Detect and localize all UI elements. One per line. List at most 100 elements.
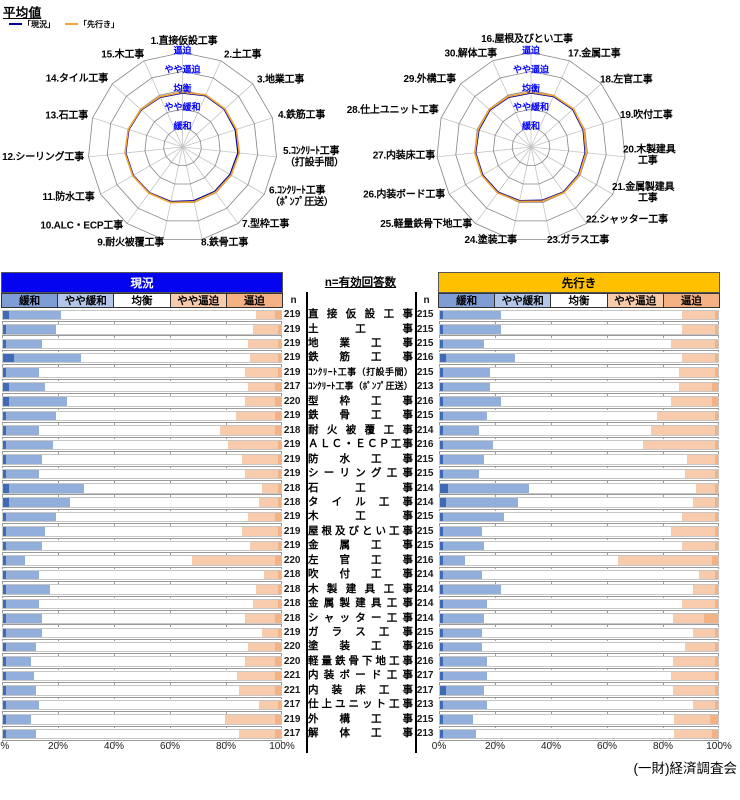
axis-tick <box>439 696 440 700</box>
axis-tick <box>2 508 3 512</box>
bar-segment-4 <box>673 729 713 739</box>
axis-tick <box>114 638 115 642</box>
axis-tick <box>551 364 552 367</box>
axis-tick <box>170 667 171 671</box>
row-axis-line <box>2 696 282 698</box>
row-name: ｺﾝｸﾘｰﾄ工事（打設手間） <box>308 366 413 377</box>
row-axis-line <box>439 537 719 539</box>
bar-row-outlook <box>439 396 719 407</box>
axis-tick <box>607 407 608 411</box>
axis-tick <box>495 682 496 685</box>
axis-tick <box>495 479 496 483</box>
bar-row-current <box>2 656 282 667</box>
bar-segment-1 <box>3 729 6 739</box>
radar-spoke <box>162 146 183 240</box>
row-name: 塗装工事 <box>308 640 413 653</box>
category-cell-5: 逼迫 <box>226 293 284 308</box>
bar-segment-5 <box>712 382 718 392</box>
axis-tick <box>718 378 719 382</box>
axis-tick <box>607 725 608 729</box>
axis-tick <box>58 624 59 628</box>
bar-row-current <box>2 468 282 480</box>
row-name: 吹付工事 <box>308 568 413 581</box>
axis-tick <box>551 465 552 469</box>
axis-tick <box>2 335 3 339</box>
radar-axis-label: 5.ｺﾝｸﾘｰﾄ工事（打設手間） <box>283 144 344 169</box>
bar-segment-4 <box>242 527 279 536</box>
n-header-current: n <box>290 295 297 306</box>
axis-tick <box>607 335 608 339</box>
bar-row-current <box>2 367 282 378</box>
axis-tick <box>58 740 59 743</box>
row-axis-line <box>439 335 719 337</box>
bar-segment-1 <box>440 671 443 681</box>
n-value-current: 219 <box>283 323 301 335</box>
axis-tick <box>226 479 227 483</box>
n-value-current: 218 <box>283 496 301 508</box>
bar-segment-5 <box>278 527 281 536</box>
row-axis-line <box>439 349 719 351</box>
axis-tick <box>551 581 552 584</box>
axis-tick <box>495 740 496 743</box>
axis-tick <box>551 682 552 685</box>
bar-segment-3 <box>501 325 682 334</box>
bar-segment-4 <box>681 353 716 363</box>
radar-spoke <box>182 146 239 224</box>
axis-tick <box>439 624 440 628</box>
radar-ring-label: やや緩和 <box>164 101 200 112</box>
bar-segment-5 <box>275 512 281 522</box>
bar-segment-1 <box>440 628 443 637</box>
radar-spoke <box>88 146 183 158</box>
bar-row-current <box>2 324 282 335</box>
bar-segment-3 <box>41 614 245 623</box>
axis-tick <box>607 436 608 440</box>
axis-tick <box>607 349 608 353</box>
bar-segment-5 <box>278 541 281 551</box>
axis-tick <box>114 566 115 570</box>
axis-tick <box>495 364 496 367</box>
bar-segment-3 <box>55 512 248 522</box>
bar-segment-5 <box>715 339 718 348</box>
bar-segment-1 <box>440 541 443 551</box>
axis-tick <box>170 335 171 339</box>
axis-tick <box>114 711 115 714</box>
axis-tick <box>551 537 552 541</box>
axis-tick <box>718 537 719 541</box>
category-cell-2: やや緩和 <box>58 293 115 308</box>
bar-segment-2 <box>442 599 488 609</box>
row-name: 型枠工事 <box>308 394 413 407</box>
axis-tick <box>281 494 282 497</box>
bar-segment-3 <box>501 310 682 320</box>
axis-tick <box>226 393 227 396</box>
n-value-current: 219 <box>283 511 301 523</box>
axis-tick <box>2 407 3 411</box>
bar-segment-1 <box>440 715 443 724</box>
row-axis-line <box>2 610 282 611</box>
axis-tick <box>2 711 3 714</box>
axis-tick <box>551 451 552 454</box>
bar-segment-2 <box>5 585 51 594</box>
axis-tick <box>663 407 664 411</box>
axis-tick <box>58 653 59 656</box>
bar-segment-1 <box>440 729 443 739</box>
bar-segment-1 <box>3 570 6 580</box>
row-name: シーリング工事 <box>308 467 413 480</box>
bar-segment-2 <box>442 556 465 565</box>
n-value-outlook: 215 <box>416 410 434 422</box>
names-column-divider <box>305 292 308 753</box>
x-axis-label: 20% <box>47 741 69 752</box>
axis-tick <box>170 349 171 353</box>
n-value-current: 219 <box>283 352 301 364</box>
axis-tick <box>439 711 440 714</box>
row-axis-line <box>439 465 719 467</box>
axis-tick <box>551 624 552 628</box>
bar-segment-2 <box>442 440 493 450</box>
bar-segment-3 <box>517 498 693 507</box>
bar-segment-5 <box>275 686 281 695</box>
radar-spoke <box>441 117 532 148</box>
bar-segment-1 <box>3 671 6 681</box>
row-axis-line <box>439 696 719 698</box>
radar-spoke <box>530 146 587 224</box>
axis-tick <box>58 479 59 483</box>
radar-spoke <box>126 146 183 224</box>
